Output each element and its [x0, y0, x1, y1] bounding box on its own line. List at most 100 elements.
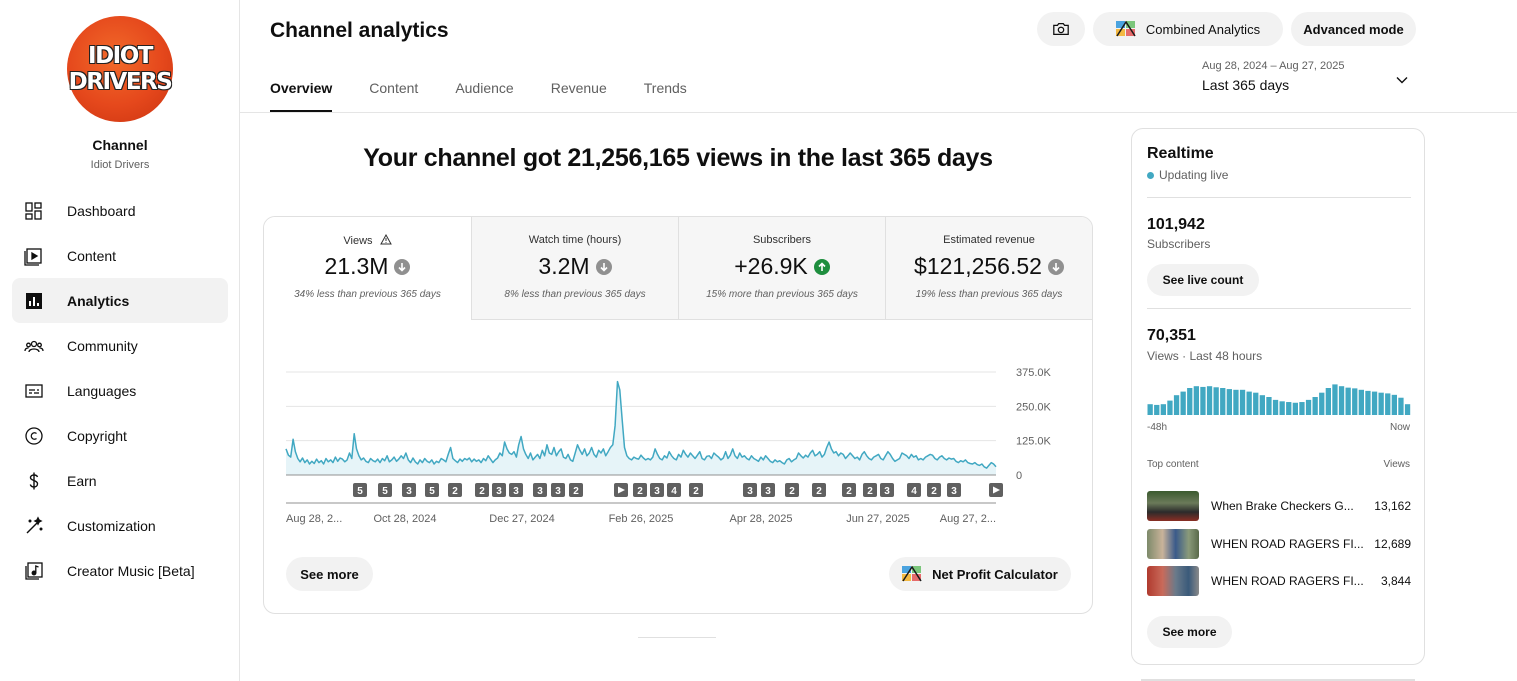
y-tick-label: 375.0K — [1016, 367, 1052, 379]
realtime-views-count: 70,351 — [1147, 327, 1196, 344]
advanced-mode-button[interactable]: Advanced mode — [1291, 12, 1416, 46]
metric-label: Watch time (hours) — [528, 234, 622, 246]
realtime-bar-chart[interactable] — [1147, 379, 1411, 415]
annotation-marker-label: 3 — [496, 486, 502, 497]
annotation-marker — [533, 483, 547, 497]
sidebar-item-analytics[interactable]: Analytics — [12, 278, 228, 323]
realtime-bar — [1167, 400, 1173, 415]
annotation-marker-label: 2 — [867, 486, 873, 497]
metric-change: 15% more than previous 365 days — [706, 289, 858, 300]
page-title: Channel analytics — [270, 19, 449, 42]
realtime-bar — [1371, 391, 1378, 415]
camera-icon — [1053, 22, 1069, 36]
header-divider — [240, 112, 1517, 113]
metric-value: +26.9K — [679, 253, 885, 280]
nexlev-icon — [902, 566, 922, 582]
metric-subscribers[interactable]: Subscribers +26.9K 15% more than previou… — [678, 217, 885, 320]
video-views: 3,844 — [1380, 574, 1411, 588]
sidebar-item-languages[interactable]: Languages — [12, 368, 228, 413]
annotation-marker — [492, 483, 506, 497]
realtime-bar — [1193, 386, 1199, 415]
y-tick-label: 0 — [1016, 470, 1022, 482]
sidebar-item-label: Languages — [67, 382, 137, 399]
views-headline: Your channel got 21,256,165 views in the… — [363, 144, 993, 172]
see-live-count-button[interactable]: See live count — [1147, 264, 1259, 296]
top-content-row[interactable]: WHEN ROAD RAGERS FI... 3,844 — [1147, 566, 1411, 596]
metric-revenue[interactable]: Estimated revenue $121,256.52 19% less t… — [885, 217, 1092, 320]
chevron-down-icon[interactable] — [1394, 72, 1410, 88]
x-tick-label: Feb 26, 2025 — [609, 513, 674, 525]
annotation-marker — [448, 483, 462, 497]
metric-value: $121,256.52 — [886, 253, 1092, 280]
realtime-bar — [1279, 401, 1285, 415]
sidebar-item-copyright[interactable]: Copyright — [12, 413, 228, 458]
analytics-icon — [24, 291, 44, 311]
tab-trends[interactable]: Trends — [643, 80, 687, 96]
divider — [1147, 197, 1411, 198]
video-title: When Brake Checkers G... — [1211, 499, 1354, 513]
realtime-bar — [1266, 397, 1272, 415]
realtime-bar — [1391, 394, 1397, 415]
overview-card: Views 21.3M 34% less than previous 365 d… — [263, 216, 1093, 614]
tab-bar: Overview Content Audience Revenue Trends — [270, 80, 724, 112]
sidebar-item-label: Content — [67, 247, 117, 264]
realtime-bar — [1173, 395, 1180, 415]
sidebar-item-label: Copyright — [67, 427, 127, 444]
sidebar-item-label: Dashboard — [67, 202, 136, 219]
sidebar-item-label: Earn — [67, 472, 97, 489]
arrow-down-icon — [595, 258, 612, 275]
metric-watch-time[interactable]: Watch time (hours) 3.2M 8% less than pre… — [471, 217, 678, 320]
combined-analytics-button[interactable]: Combined Analytics — [1093, 12, 1283, 46]
top-content-header: Top content — [1147, 459, 1199, 470]
annotation-marker-label: 3 — [406, 486, 412, 497]
annotation-marker-label: 4 — [911, 486, 917, 497]
realtime-bar — [1160, 404, 1166, 415]
customization-icon — [24, 515, 44, 536]
sidebar-nav: Dashboard Content Analytics Community La… — [12, 188, 228, 593]
date-range-label[interactable]: Last 365 days — [1202, 77, 1290, 93]
annotation-marker — [475, 483, 489, 497]
top-content-see-more-button[interactable]: See more — [1147, 616, 1232, 648]
annotation-marker — [761, 483, 775, 497]
sidebar-item-community[interactable]: Community — [12, 323, 228, 368]
sidebar-item-customization[interactable]: Customization — [12, 503, 228, 548]
net-profit-calculator-button[interactable]: Net Profit Calculator — [889, 557, 1071, 591]
tab-overview[interactable]: Overview — [270, 80, 333, 112]
live-dot-icon — [1147, 171, 1154, 179]
metric-views[interactable]: Views 21.3M 34% less than previous 365 d… — [264, 217, 471, 320]
sidebar-item-creator-music[interactable]: Creator Music [Beta] — [12, 548, 228, 593]
metric-label: Estimated revenue — [943, 234, 1035, 246]
annotation-marker-label: 2 — [452, 486, 458, 497]
realtime-bar — [1246, 391, 1252, 415]
channel-name[interactable]: Idiot Drivers — [90, 159, 150, 171]
annotation-marker-label: 3 — [537, 486, 543, 497]
divider — [1147, 308, 1411, 309]
screenshot-button[interactable] — [1037, 12, 1085, 46]
sidebar-item-dashboard[interactable]: Dashboard — [12, 188, 228, 233]
axis-end-label: Now — [1389, 422, 1410, 433]
realtime-bar — [1187, 388, 1193, 415]
top-content-row[interactable]: WHEN ROAD RAGERS FI... 12,689 — [1147, 529, 1411, 559]
sidebar-item-content[interactable]: Content — [12, 233, 228, 278]
top-content-row[interactable]: When Brake Checkers G... 13,162 — [1147, 491, 1411, 521]
axis-start-label: -48h — [1147, 422, 1168, 433]
annotation-marker — [743, 483, 757, 497]
annotation-marker-label: 3 — [765, 486, 771, 497]
metric-change: 19% less than previous 365 days — [915, 289, 1063, 300]
tab-audience[interactable]: Audience — [455, 80, 514, 96]
see-more-button[interactable]: See more — [286, 557, 373, 591]
tab-content[interactable]: Content — [369, 80, 419, 96]
realtime-bar — [1365, 390, 1371, 415]
play-icon — [618, 486, 625, 494]
annotation-marker — [509, 483, 523, 497]
video-title: WHEN ROAD RAGERS FI... — [1211, 537, 1364, 551]
sidebar-item-earn[interactable]: Earn — [12, 458, 228, 503]
channel-avatar[interactable]: IDIOT DRIVERS — [67, 16, 173, 122]
net-profit-label: Net Profit Calculator — [932, 566, 1058, 582]
annotation-marker — [667, 483, 681, 497]
realtime-bar — [1404, 404, 1411, 415]
content-icon — [24, 246, 44, 266]
date-range-text[interactable]: Aug 28, 2024 – Aug 27, 2025 — [1202, 60, 1345, 72]
tab-revenue[interactable]: Revenue — [550, 80, 607, 96]
